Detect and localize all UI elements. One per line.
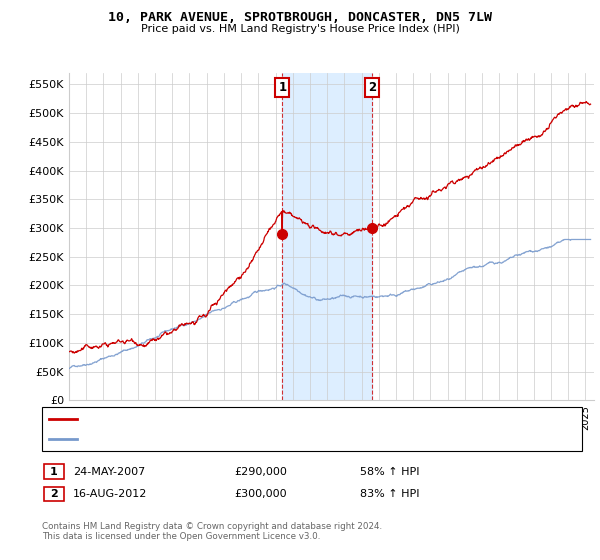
Text: 2: 2	[50, 489, 58, 499]
Text: Price paid vs. HM Land Registry's House Price Index (HPI): Price paid vs. HM Land Registry's House …	[140, 24, 460, 34]
Text: £300,000: £300,000	[234, 489, 287, 499]
Text: £290,000: £290,000	[234, 466, 287, 477]
Text: 2: 2	[368, 81, 376, 94]
Text: 16-AUG-2012: 16-AUG-2012	[73, 489, 148, 499]
Text: 83% ↑ HPI: 83% ↑ HPI	[360, 489, 419, 499]
Text: 24-MAY-2007: 24-MAY-2007	[73, 466, 145, 477]
Text: 58% ↑ HPI: 58% ↑ HPI	[360, 466, 419, 477]
Text: 1: 1	[278, 81, 286, 94]
Text: HPI: Average price, detached house, Doncaster: HPI: Average price, detached house, Donc…	[81, 434, 317, 444]
Text: Contains HM Land Registry data © Crown copyright and database right 2024.
This d: Contains HM Land Registry data © Crown c…	[42, 522, 382, 542]
Text: 10, PARK AVENUE, SPROTBROUGH, DONCASTER, DN5 7LW (detached house): 10, PARK AVENUE, SPROTBROUGH, DONCASTER,…	[81, 414, 464, 424]
Text: 10, PARK AVENUE, SPROTBROUGH, DONCASTER, DN5 7LW: 10, PARK AVENUE, SPROTBROUGH, DONCASTER,…	[108, 11, 492, 24]
Text: 1: 1	[50, 466, 58, 477]
Bar	[282, 73, 372, 400]
